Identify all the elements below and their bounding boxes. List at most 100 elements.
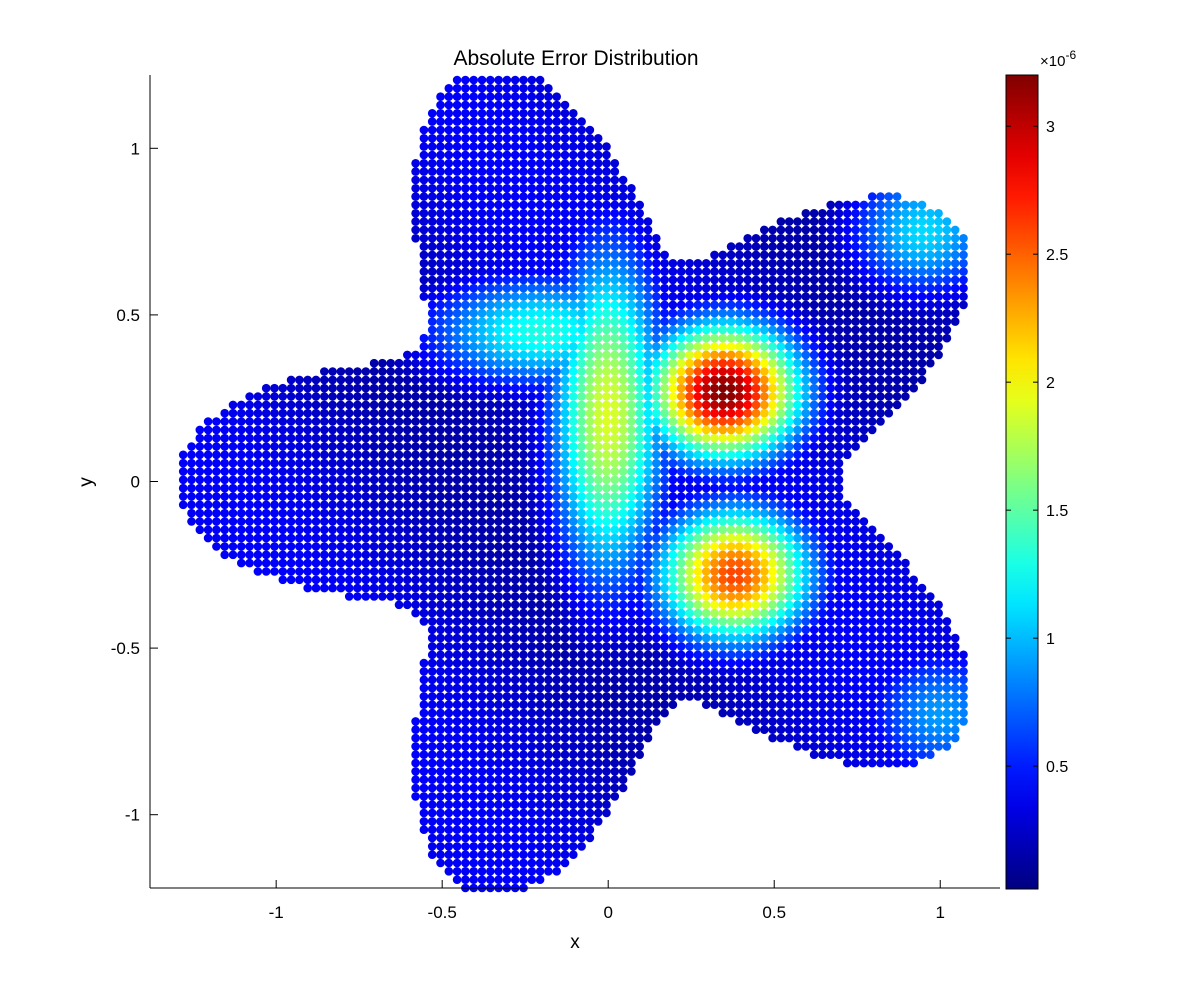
data-point [768, 567, 777, 576]
data-point [610, 259, 620, 268]
data-point [834, 209, 844, 218]
data-point [560, 109, 570, 118]
data-point [585, 775, 595, 784]
data-point [427, 433, 437, 443]
data-point [718, 625, 728, 635]
data-point [726, 450, 736, 460]
data-point [253, 508, 263, 518]
data-point [394, 525, 404, 535]
data-point [569, 817, 578, 826]
data-point [486, 283, 495, 293]
data-point [510, 392, 520, 401]
data-point [535, 367, 545, 376]
data-point [469, 458, 479, 468]
data-point [826, 234, 835, 243]
data-point [477, 92, 487, 101]
data-point [403, 558, 412, 568]
data-point [560, 117, 570, 126]
data-point [693, 267, 703, 276]
data-point [535, 767, 545, 776]
data-point [843, 742, 852, 751]
data-point [386, 358, 396, 368]
data-point [245, 392, 254, 401]
data-point [826, 575, 835, 585]
data-point [718, 467, 728, 476]
data-point [635, 592, 644, 601]
data-point [336, 525, 346, 535]
data-point [843, 225, 852, 235]
data-point [735, 508, 744, 518]
data-point [668, 433, 678, 443]
data-point [452, 583, 462, 593]
data-point [768, 375, 777, 385]
data-point [560, 417, 570, 426]
data-point [378, 475, 387, 485]
data-point [502, 192, 512, 201]
data-point [618, 383, 628, 393]
data-point [610, 733, 620, 743]
data-point [710, 375, 719, 385]
data-point [693, 450, 703, 460]
data-point [560, 567, 570, 576]
data-point [477, 192, 487, 201]
data-point [569, 575, 578, 585]
data-point [535, 350, 545, 360]
data-point [461, 742, 470, 751]
data-point [859, 283, 869, 293]
data-point [519, 209, 528, 218]
data-point [419, 525, 429, 535]
data-point [427, 333, 437, 343]
data-point [602, 175, 611, 185]
data-point [494, 750, 503, 759]
data-point [569, 683, 578, 693]
data-point [834, 225, 844, 235]
data-point [618, 592, 628, 601]
data-point [876, 283, 885, 293]
data-point [784, 600, 794, 610]
data-point [726, 525, 736, 535]
data-point [535, 817, 545, 826]
data-point [652, 600, 661, 610]
data-point [793, 692, 802, 701]
data-point [461, 658, 470, 668]
data-point [867, 242, 877, 251]
data-point [593, 500, 603, 510]
data-point [452, 400, 462, 410]
data-point [461, 733, 470, 743]
data-point [585, 150, 595, 160]
data-point [718, 675, 728, 685]
data-point [760, 234, 769, 243]
data-point [535, 283, 545, 293]
data-point [652, 259, 661, 268]
data-point [311, 475, 321, 485]
data-point [245, 500, 254, 510]
data-point [818, 717, 827, 726]
data-point [461, 583, 470, 593]
data-point [486, 250, 495, 260]
data-point [602, 633, 611, 643]
data-point [809, 350, 819, 360]
data-point [577, 142, 586, 151]
data-point [502, 142, 512, 151]
data-point [685, 317, 694, 326]
data-point [469, 367, 479, 376]
data-point [411, 783, 420, 793]
data-point [245, 550, 254, 560]
data-point [461, 342, 470, 351]
data-point [278, 450, 288, 460]
data-point [452, 858, 462, 868]
data-point [469, 275, 479, 285]
data-point [776, 433, 786, 443]
data-point [676, 350, 686, 360]
data-point [726, 542, 736, 551]
data-point [801, 742, 811, 751]
data-point [527, 117, 537, 126]
data-point [187, 483, 196, 493]
data-point [784, 350, 794, 360]
data-point [577, 475, 586, 485]
data-point [569, 117, 578, 126]
data-point [336, 550, 346, 560]
data-point [793, 425, 802, 435]
data-point [295, 525, 304, 535]
data-point [760, 633, 769, 643]
